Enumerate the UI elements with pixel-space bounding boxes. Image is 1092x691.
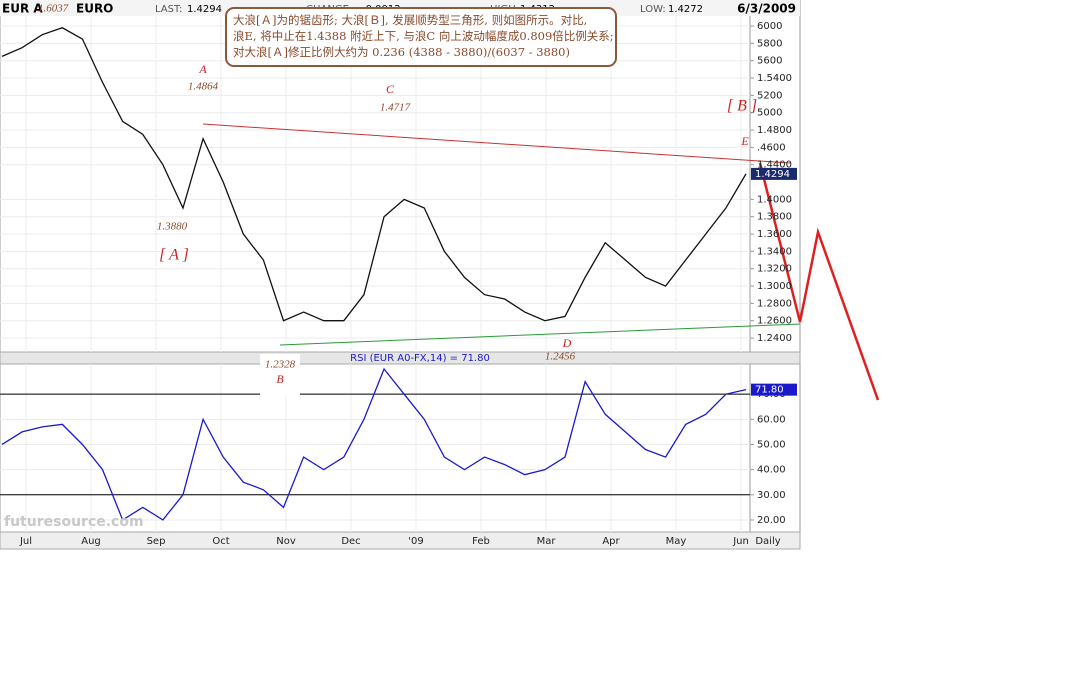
x-tick-label: May [666,536,687,547]
x-tick-label: Jul [19,536,32,547]
note-box [225,7,617,67]
y-tick-label: 1.3800 [757,212,792,223]
rsi-title: RSI (EUR A0-FX,14) = 71.80 [350,353,490,364]
y-tick-label: 5200 [757,90,782,101]
wave-price: 1.2456 [545,351,576,363]
series-line [1,27,747,322]
y-tick-label: 30.00 [757,490,786,501]
x-tick-label: Aug [81,536,101,547]
y-tick-label: 1.3400 [757,246,792,257]
forecast-path [758,162,880,401]
last-value-box [751,383,797,396]
wave-price: 1.3880 [157,221,188,233]
y-tick-label: 1.3600 [757,229,792,240]
wave-price: 1.2328 [265,359,296,371]
y-tick-label: 5000 [757,108,782,119]
wave-label: [ A ] [159,247,189,264]
y-tick-label: 1.4400 [757,160,792,171]
wave-label: [ B ] [727,98,757,115]
x-tick-label: Mar [537,536,557,547]
series-line [1,367,747,521]
low: 1.4272 [668,4,703,15]
date: 6/3/2009 [737,2,796,16]
wave-label: A [198,62,207,76]
wave-label: B [276,372,284,386]
x-tick-label: Feb [472,536,490,547]
x-tick-label: '09 [408,536,423,547]
wave-label: D [562,336,572,350]
y-tick-label: 40.00 [757,465,786,476]
y-tick-label: 60.00 [757,414,786,425]
last-label: LAST: [155,4,182,15]
trend-line [202,123,791,164]
note-line: 浪E, 将中止在1.4388 附近上下, 与浪C 向上波动幅度成0.809倍比例… [233,29,614,43]
low-label: LOW: [640,4,666,15]
wave-label: E [740,134,749,148]
x-tick-label: Nov [276,536,296,547]
y-tick-label: 1.3000 [757,281,792,292]
last-value-box [751,167,797,180]
y-tick-label: 1.2600 [757,316,792,327]
y-tick-label: 5600 [757,56,782,67]
period: Daily [755,536,780,547]
y-tick-label: 1.5400 [757,73,792,84]
x-tick-label: Dec [341,536,360,547]
y-tick-label: 1.4800 [757,125,792,136]
note-line: 大浪[Ａ]为的锯齿形; 大浪[Ｂ], 发展顺势型三角形, 则如图所示。对比, [233,13,587,27]
name: EURO [76,2,113,16]
last-value-label: 1.4294 [755,169,790,180]
y-tick-label: 6000 [757,21,782,32]
trend-line [279,323,801,346]
wave-price: 1.4864 [188,81,219,93]
high-mark: 1.6037 [38,3,69,15]
note-line: 对大浪[Ａ]修正比例大约为 0.236 (4388 - 3880)/(6037 … [233,45,570,59]
label-bg [260,354,300,396]
x-tick-label: Jun [732,536,749,547]
y-tick-label: 1.2400 [757,333,792,344]
panel-separator [0,351,801,365]
wave-label: C [386,82,395,96]
x-tick-label: Oct [212,536,229,547]
symbol: EUR A [2,2,43,16]
y-tick-label: 20.00 [757,515,786,526]
x-tick-label: Sep [147,536,166,547]
y-tick-label: 1.2800 [757,298,792,309]
y-tick-label: .4600 [757,142,786,153]
wave-price: 1.4717 [380,102,411,114]
y-tick-label: 50.00 [757,439,786,450]
y-tick-label: 5800 [757,38,782,49]
last: 1.4294 [187,4,222,15]
y-tick-label: 1.3200 [757,264,792,275]
x-tick-label: Apr [602,536,620,547]
watermark: futuresource.com [4,514,144,530]
y-tick-label: 1.4000 [757,194,792,205]
plot [0,16,750,532]
frame [0,0,801,550]
last-value-label: 71.80 [755,385,784,396]
x-axis-bar [0,531,801,550]
